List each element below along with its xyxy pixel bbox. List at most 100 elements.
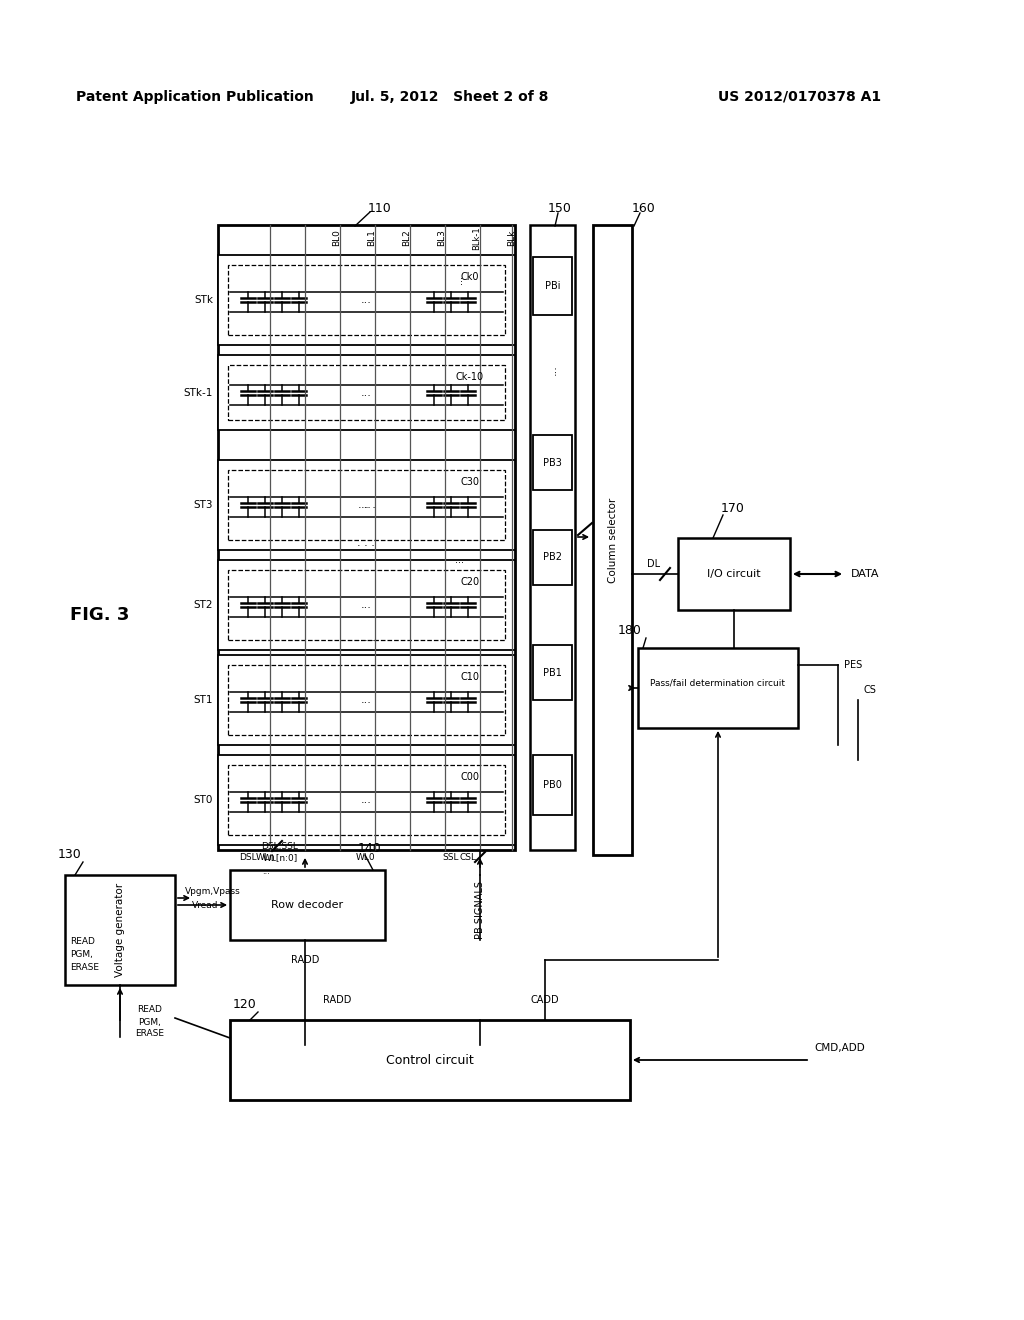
- Text: PES: PES: [844, 660, 862, 671]
- Text: BLk-1: BLk-1: [472, 226, 481, 249]
- Text: 160: 160: [632, 202, 656, 214]
- Text: STk-1: STk-1: [183, 388, 213, 397]
- Text: BL2: BL2: [402, 230, 412, 247]
- Bar: [65, 875, 175, 985]
- Text: ...: ...: [455, 554, 464, 565]
- Text: Row decoder: Row decoder: [271, 900, 344, 909]
- Bar: [228, 665, 505, 735]
- Text: WLn: WLn: [256, 854, 275, 862]
- Text: DSL,SSL: DSL,SSL: [261, 842, 298, 851]
- Bar: [534, 755, 572, 814]
- Text: 170: 170: [721, 502, 744, 515]
- Bar: [530, 224, 575, 850]
- Bar: [228, 570, 505, 640]
- Text: Vread: Vread: [191, 900, 218, 909]
- Bar: [230, 1020, 630, 1100]
- Text: . . .: . . .: [357, 500, 376, 510]
- Text: . . .: . . .: [357, 539, 375, 548]
- Text: PB SIGNALS: PB SIGNALS: [475, 880, 485, 939]
- Text: ST1: ST1: [194, 696, 213, 705]
- Text: Jul. 5, 2012   Sheet 2 of 8: Jul. 5, 2012 Sheet 2 of 8: [351, 90, 549, 104]
- Text: C30: C30: [461, 477, 479, 487]
- Text: ...: ...: [361, 795, 372, 805]
- Text: FIG. 3: FIG. 3: [71, 606, 130, 624]
- Text: Pass/fail determination circuit: Pass/fail determination circuit: [650, 678, 785, 688]
- Text: Voltage generator: Voltage generator: [115, 883, 125, 977]
- Bar: [228, 366, 505, 420]
- Text: CS: CS: [863, 685, 877, 696]
- Text: ERASE: ERASE: [135, 1030, 165, 1039]
- Text: READ: READ: [70, 937, 95, 946]
- Bar: [218, 560, 515, 649]
- Text: ST0: ST0: [194, 795, 213, 805]
- Bar: [534, 645, 572, 700]
- Bar: [228, 265, 505, 335]
- Text: ...: ...: [361, 696, 372, 705]
- Text: BL0: BL0: [333, 230, 341, 247]
- Text: DATA: DATA: [851, 569, 880, 579]
- Text: BL3: BL3: [437, 230, 446, 247]
- Bar: [534, 436, 572, 490]
- Bar: [218, 755, 515, 845]
- Bar: [593, 224, 632, 855]
- Text: PB3: PB3: [543, 458, 562, 467]
- Bar: [534, 257, 572, 315]
- Text: Vpgm,Vpass: Vpgm,Vpass: [185, 887, 241, 896]
- Bar: [230, 870, 385, 940]
- Text: 140: 140: [358, 842, 382, 854]
- Text: 180: 180: [618, 623, 642, 636]
- Text: ...: ...: [361, 388, 372, 397]
- Bar: [218, 355, 515, 430]
- Text: 120: 120: [233, 998, 257, 1011]
- Text: . . .: . . .: [357, 634, 375, 643]
- Text: RADD: RADD: [291, 954, 319, 965]
- Text: PGM,: PGM,: [70, 950, 93, 960]
- Text: ...: ...: [361, 500, 372, 510]
- Text: SSL: SSL: [442, 854, 459, 862]
- Text: ST2: ST2: [194, 601, 213, 610]
- Bar: [228, 766, 505, 836]
- Text: ...: ...: [361, 294, 372, 305]
- Text: PB2: PB2: [543, 553, 562, 562]
- Bar: [678, 539, 790, 610]
- Bar: [638, 648, 798, 729]
- Text: 130: 130: [58, 849, 82, 862]
- Text: 110: 110: [368, 202, 392, 214]
- Bar: [534, 531, 572, 585]
- Text: C10: C10: [461, 672, 479, 682]
- Bar: [228, 470, 505, 540]
- Text: PB1: PB1: [543, 668, 562, 677]
- Text: PB0: PB0: [543, 780, 562, 789]
- Text: C20: C20: [461, 577, 479, 587]
- Text: ...: ...: [548, 364, 557, 375]
- Text: Ck-10: Ck-10: [456, 372, 484, 381]
- Text: Column selector: Column selector: [607, 498, 617, 582]
- Text: PBi: PBi: [545, 281, 560, 290]
- Text: C00: C00: [461, 772, 479, 781]
- Bar: [218, 255, 515, 345]
- Text: ST3: ST3: [194, 500, 213, 510]
- Text: I/O circuit: I/O circuit: [708, 569, 761, 579]
- Text: Patent Application Publication: Patent Application Publication: [76, 90, 314, 104]
- Text: 150: 150: [548, 202, 572, 214]
- Text: WL0: WL0: [356, 854, 376, 862]
- Text: BL1: BL1: [368, 230, 377, 247]
- Text: STk: STk: [194, 294, 213, 305]
- Text: READ: READ: [137, 1006, 163, 1015]
- Text: ERASE: ERASE: [70, 964, 99, 973]
- Text: PGM,: PGM,: [138, 1018, 162, 1027]
- Text: ...: ...: [262, 866, 270, 875]
- Text: DL: DL: [647, 558, 660, 569]
- Bar: [218, 459, 515, 550]
- Bar: [218, 655, 515, 744]
- Text: WL[n:0]: WL[n:0]: [262, 854, 298, 862]
- Text: ...: ...: [361, 601, 372, 610]
- Text: ...: ...: [454, 276, 464, 285]
- Text: Control circuit: Control circuit: [386, 1053, 474, 1067]
- Bar: [218, 224, 515, 850]
- Text: Ck0: Ck0: [461, 272, 479, 282]
- Text: RADD: RADD: [323, 995, 351, 1005]
- Text: CADD: CADD: [530, 995, 559, 1005]
- Text: US 2012/0170378 A1: US 2012/0170378 A1: [719, 90, 882, 104]
- Text: CMD,ADD: CMD,ADD: [815, 1043, 865, 1053]
